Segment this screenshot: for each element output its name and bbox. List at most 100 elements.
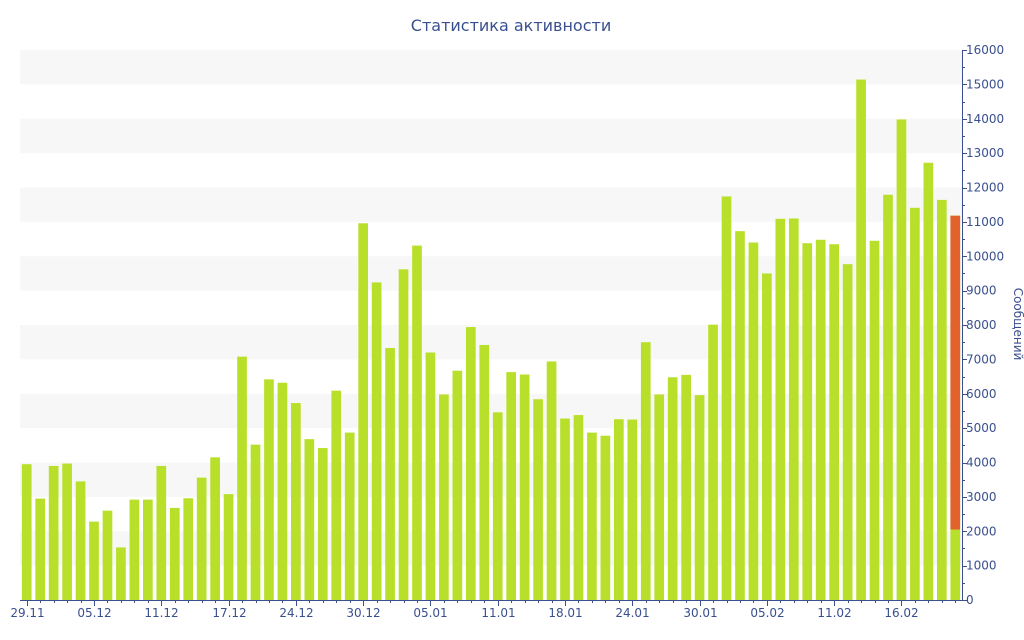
x-tick-label: 18.01 xyxy=(548,606,582,620)
x-tick-label: 29.11 xyxy=(10,606,44,620)
y-tick-label: 14000 xyxy=(966,112,1004,126)
bar[interactable] xyxy=(156,465,167,600)
y-tick-label: 6000 xyxy=(966,387,997,401)
bar[interactable] xyxy=(21,464,32,600)
bar[interactable] xyxy=(573,415,584,600)
bar[interactable] xyxy=(627,419,638,600)
bar[interactable] xyxy=(708,324,718,600)
bar[interactable] xyxy=(142,499,153,600)
x-tick-label: 11.01 xyxy=(481,606,515,620)
bar[interactable] xyxy=(775,218,786,600)
bar[interactable] xyxy=(533,399,543,600)
chart-title: Статистика активности xyxy=(411,16,611,35)
bar[interactable] xyxy=(439,394,449,600)
bar[interactable] xyxy=(35,498,46,600)
bar[interactable] xyxy=(62,463,72,600)
bar[interactable] xyxy=(331,390,342,600)
bar[interactable] xyxy=(694,395,705,600)
bar[interactable] xyxy=(196,477,207,600)
bar[interactable] xyxy=(250,444,261,600)
bar[interactable] xyxy=(412,245,422,600)
bar[interactable] xyxy=(344,432,355,600)
y-tick-label: 0 xyxy=(966,593,974,607)
bar[interactable] xyxy=(479,344,490,600)
bar[interactable] xyxy=(910,207,920,600)
bar[interactable] xyxy=(896,119,907,600)
axes: 0 1000 2000 3000 4000 5000 6000 7000 8000 9000 100… xyxy=(10,43,1004,620)
bar[interactable] xyxy=(815,239,826,600)
y-tick-label: 16000 xyxy=(966,43,1004,57)
bar[interactable] xyxy=(560,418,570,601)
bar[interactable] xyxy=(371,282,382,600)
bar[interactable] xyxy=(869,240,880,600)
bar-highlight-segment[interactable] xyxy=(950,215,961,530)
bar[interactable] xyxy=(721,196,732,600)
bar[interactable] xyxy=(735,231,745,600)
bar[interactable] xyxy=(398,269,409,600)
y-tick-label: 7000 xyxy=(966,352,997,366)
bar[interactable] xyxy=(546,361,557,600)
bar[interactable] xyxy=(465,327,476,600)
bar[interactable] xyxy=(762,273,772,600)
bar[interactable] xyxy=(223,494,234,600)
x-tick-label: 11.12 xyxy=(144,606,178,620)
bar[interactable] xyxy=(842,264,853,600)
bar[interactable] xyxy=(385,348,395,600)
bar[interactable] xyxy=(102,510,113,600)
bar[interactable] xyxy=(304,439,315,600)
bar[interactable] xyxy=(89,521,99,600)
bar[interactable] xyxy=(802,243,813,600)
bar[interactable] xyxy=(317,448,328,600)
bar[interactable] xyxy=(129,499,140,600)
x-tick-label: 24.12 xyxy=(279,606,313,620)
bar[interactable] xyxy=(788,218,799,600)
bar[interactable] xyxy=(506,372,517,600)
bar[interactable] xyxy=(264,379,274,600)
bar[interactable] xyxy=(452,370,463,600)
y-tick-label: 3000 xyxy=(966,490,997,504)
y-tick-label: 9000 xyxy=(966,284,997,298)
bar[interactable] xyxy=(667,377,678,600)
bar[interactable] xyxy=(116,547,126,600)
bar[interactable] xyxy=(883,194,893,600)
y-tick-label: 12000 xyxy=(966,181,1004,195)
bar[interactable] xyxy=(856,79,866,600)
bar[interactable] xyxy=(48,465,59,600)
bar[interactable] xyxy=(600,435,611,600)
bar[interactable] xyxy=(519,374,530,601)
bar[interactable] xyxy=(681,374,691,600)
bar[interactable] xyxy=(923,162,934,600)
bar[interactable] xyxy=(587,432,597,600)
y-tick-label: 15000 xyxy=(966,77,1004,91)
bar[interactable] xyxy=(210,457,220,600)
y-tick-label: 1000 xyxy=(966,559,997,573)
y-tick-label: 2000 xyxy=(966,524,997,538)
y-tick-label: 13000 xyxy=(966,146,1004,160)
y-tick-label: 11000 xyxy=(966,215,1004,229)
bar[interactable] xyxy=(492,412,503,600)
bar[interactable] xyxy=(829,244,840,600)
y-tick-label: 8000 xyxy=(966,318,997,332)
bar[interactable] xyxy=(640,342,651,600)
x-tick-label: 05.01 xyxy=(413,606,447,620)
bar[interactable] xyxy=(237,356,247,600)
bar[interactable] xyxy=(613,419,624,600)
grid-band xyxy=(20,50,962,85)
bar[interactable] xyxy=(936,199,947,600)
bar[interactable] xyxy=(277,382,288,600)
x-tick-label: 30.01 xyxy=(683,606,717,620)
bar[interactable] xyxy=(425,352,436,601)
y-axis-label: Сообщений xyxy=(1011,288,1024,361)
bar[interactable] xyxy=(358,223,369,600)
bar[interactable] xyxy=(291,403,301,600)
bar[interactable] xyxy=(748,242,759,601)
bar[interactable] xyxy=(169,507,180,600)
bar[interactable] xyxy=(75,481,86,600)
bar[interactable] xyxy=(183,498,194,600)
x-tick-label: 11.02 xyxy=(817,606,851,620)
grid-band xyxy=(20,187,962,222)
bar[interactable] xyxy=(654,394,665,600)
x-tick-label: 05.12 xyxy=(77,606,111,620)
